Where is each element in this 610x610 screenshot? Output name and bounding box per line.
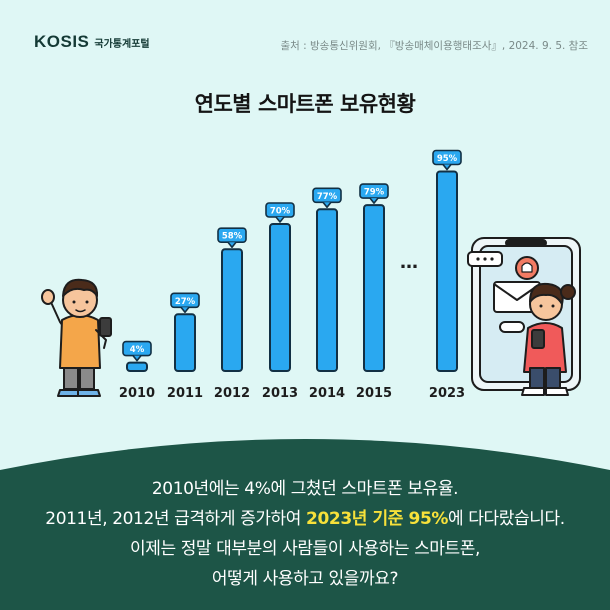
x-tick-2013: 2013 — [262, 386, 298, 401]
value-pill-tail-2014 — [322, 201, 332, 209]
logo-mark: KOSIS — [34, 32, 90, 51]
x-tick-2012: 2012 — [214, 386, 250, 401]
value-pill-tail-2015 — [369, 197, 379, 204]
x-tick-2023: 2023 — [429, 386, 465, 401]
source-note: 출처 : 방송통신위원회, 『방송매체이용행태조사』, 2024. 9. 5. … — [280, 40, 588, 52]
logo-subtitle: 국가통계포털 — [94, 39, 150, 50]
x-tick-2014: 2014 — [309, 386, 345, 401]
bar-2015 — [363, 204, 385, 372]
value-label-2013: 70% — [270, 207, 291, 217]
value-pill-tail-2011 — [180, 306, 190, 314]
gap-marker: … — [400, 252, 418, 273]
value-pill-tail-2013 — [275, 216, 285, 223]
x-tick-2015: 2015 — [356, 386, 392, 401]
kosis-logo: KOSIS 국가통계포털 — [34, 32, 150, 52]
boy-illustration — [41, 278, 112, 397]
bar-2012 — [221, 248, 243, 372]
bar-2010 — [126, 361, 148, 373]
value-pill-tail-2010 — [132, 355, 142, 362]
bar-2011 — [174, 313, 196, 372]
bars-layer: 4% 2010 27% 2011 58% 2012 70% 2013 77% 2014 79% 201… — [119, 149, 465, 401]
chart-title: 연도별 스마트폰 보유현황 — [194, 92, 416, 116]
value-pill-tail-2023 — [442, 164, 452, 171]
value-label-2014: 77% — [317, 192, 338, 202]
x-tick-2010: 2010 — [119, 386, 155, 401]
value-label-2023: 95% — [437, 154, 458, 164]
value-label-2015: 79% — [364, 188, 385, 198]
value-label-2011: 27% — [175, 297, 196, 307]
phone-girl-illustration — [467, 237, 581, 396]
bottom-panel — [0, 439, 610, 610]
value-label-2012: 58% — [222, 232, 243, 242]
bar-2014 — [316, 208, 338, 372]
value-label-2010: 4% — [130, 345, 145, 355]
value-pill-tail-2012 — [227, 241, 237, 248]
bar-2013 — [269, 223, 291, 372]
x-tick-2011: 2011 — [167, 386, 203, 401]
bar-2023 — [436, 170, 458, 372]
